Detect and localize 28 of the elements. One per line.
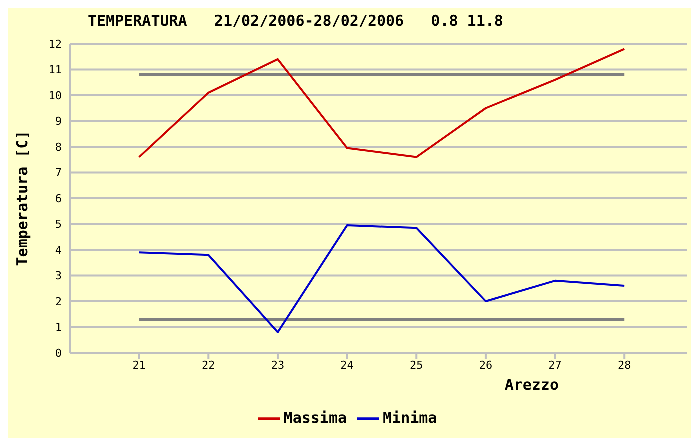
x-tick-label: 23 (271, 358, 285, 372)
y-tick-label: 11 (48, 64, 62, 77)
y-tick-label: 2 (55, 295, 62, 308)
y-tick-label: 5 (55, 218, 62, 232)
x-tick-label: 21 (132, 358, 146, 372)
legend-label: Massima (284, 409, 348, 428)
y-tick-label: 7 (55, 166, 62, 180)
x-tick-label: 28 (618, 358, 632, 372)
y-tick-label: 12 (48, 38, 62, 51)
y-tick-label: 8 (55, 140, 62, 154)
y-tick-label: 1 (55, 321, 62, 334)
line-series (138, 224, 626, 334)
legend-label: Minima (383, 409, 438, 428)
y-tick-label: 6 (55, 192, 62, 206)
x-tick-label: 25 (410, 358, 424, 372)
line-series (138, 48, 626, 158)
x-axis-title: Arezzo (504, 376, 559, 394)
chart-title: TEMPERATURA 21/02/2006-28/02/2006 0.8 11.8 (88, 12, 504, 30)
y-tick-label: 3 (55, 270, 62, 283)
x-tick-label: 27 (548, 358, 562, 372)
y-tick-label: 10 (48, 89, 62, 102)
y-tick-label: 9 (55, 115, 62, 128)
x-tick-label: 26 (479, 358, 493, 372)
y-axis-title: Temperatura [C] (13, 130, 32, 266)
y-tick-label: 0 (55, 346, 62, 360)
x-tick-label: 22 (202, 358, 216, 372)
x-tick-label: 24 (340, 358, 354, 372)
y-tick-label: 4 (55, 244, 62, 257)
